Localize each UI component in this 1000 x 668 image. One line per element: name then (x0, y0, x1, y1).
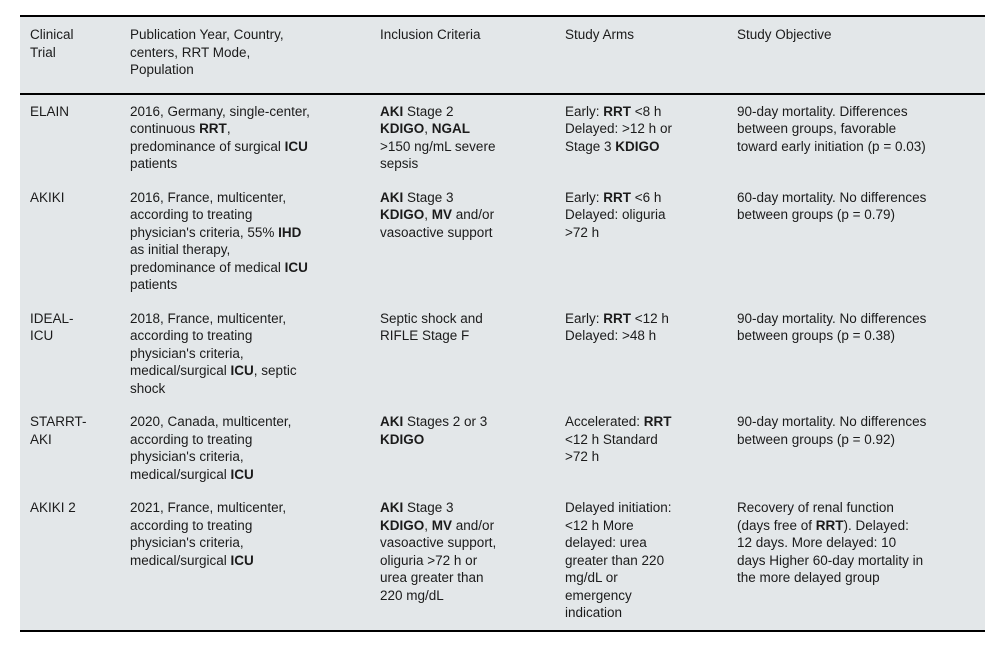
table-row: AKIKI 2016, France, multicenter, accordin… (20, 181, 985, 302)
cell-arms: Early: RRT <8 h Delayed: >12 h or Stage … (555, 94, 727, 181)
cell-arms: Delayed initiation: <12 h More delayed: … (555, 491, 727, 631)
cell-inclusion: AKI Stages 2 or 3 KDIGO (370, 405, 555, 491)
cell-trial: IDEAL-ICU (20, 302, 120, 406)
cell-trial: STARRT-AKI (20, 405, 120, 491)
cell-objective: 90-day mortality. No differences between… (727, 405, 985, 491)
cell-text: 60-day mortality. No differences between… (737, 189, 927, 223)
cell-inclusion: AKI Stage 2 KDIGO, NGAL >150 ng/mL sever… (370, 94, 555, 181)
cell-text: Septic shock and RIFLE Stage F (380, 310, 483, 344)
cell-text: 90-day mortality. Differences between gr… (737, 103, 926, 154)
cell-text: STARRT-AKI (30, 414, 87, 447)
clinical-trials-table: Clinical Trial Publication Year, Country… (20, 15, 985, 632)
cell-text: Early: RRT <6 h Delayed: oliguria >72 h (565, 189, 666, 240)
cell-objective: Recovery of renal function (days free of… (727, 491, 985, 631)
column-header-label: Study Objective (737, 27, 832, 42)
cell-text: 2016, Germany, single-center, continuous… (130, 103, 310, 172)
cell-publication: 2021, France, multicenter, according to … (120, 491, 370, 631)
table-row: AKIKI 2 2021, France, multicenter, accord… (20, 491, 985, 631)
column-header-study-objective: Study Objective (727, 16, 985, 95)
cell-arms: Early: RRT <12 h Delayed: >48 h (555, 302, 727, 406)
table-body: ELAIN 2016, Germany, single-center, conti… (20, 94, 985, 631)
cell-text: 2016, France, multicenter, according to … (130, 189, 308, 293)
cell-text: 90-day mortality. No differences between… (737, 414, 927, 447)
cell-inclusion: AKI Stage 3 KDIGO, MV and/or vasoactive … (370, 181, 555, 302)
cell-text: 2020, Canada, multicenter, according to … (130, 414, 292, 482)
cell-text: Recovery of renal function (days free of… (737, 500, 924, 585)
table-row: IDEAL-ICU 2018, France, multicenter, acco… (20, 302, 985, 406)
cell-text: 90-day mortality. No differences between… (737, 310, 927, 344)
cell-trial: ELAIN (20, 94, 120, 181)
cell-text: Accelerated: RRT <12 h Standard >72 h (565, 414, 672, 464)
column-header-clinical-trial: Clinical Trial (20, 16, 120, 95)
cell-text: AKIKI (30, 189, 65, 205)
cell-trial: AKIKI (20, 181, 120, 302)
cell-inclusion: AKI Stage 3 KDIGO, MV and/or vasoactive … (370, 491, 555, 631)
cell-text: ELAIN (30, 103, 70, 119)
cell-trial: AKIKI 2 (20, 491, 120, 631)
column-header-label: Clinical Trial (30, 27, 74, 60)
column-header-label: Inclusion Criteria (380, 27, 481, 42)
cell-publication: 2018, France, multicenter, according to … (120, 302, 370, 406)
table-row: STARRT-AKI 2020, Canada, multicenter, acc… (20, 405, 985, 491)
column-header-study-arms: Study Arms (555, 16, 727, 95)
cell-objective: 90-day mortality. Differences between gr… (727, 94, 985, 181)
column-header-inclusion-criteria: Inclusion Criteria (370, 16, 555, 95)
cell-text: Early: RRT <12 h Delayed: >48 h (565, 310, 669, 344)
cell-publication: 2016, Germany, single-center, continuous… (120, 94, 370, 181)
header-row: Clinical Trial Publication Year, Country… (20, 16, 985, 95)
cell-text: 2018, France, multicenter, according to … (130, 310, 297, 396)
cell-objective: 60-day mortality. No differences between… (727, 181, 985, 302)
cell-text: AKI Stages 2 or 3 KDIGO (380, 414, 488, 447)
table-row: ELAIN 2016, Germany, single-center, conti… (20, 94, 985, 181)
cell-text: AKI Stage 2 KDIGO, NGAL >150 ng/mL sever… (380, 103, 496, 172)
cell-text: AKI Stage 3 KDIGO, MV and/or vasoactive … (380, 500, 497, 603)
cell-objective: 90-day mortality. No differences between… (727, 302, 985, 406)
cell-arms: Early: RRT <6 h Delayed: oliguria >72 h (555, 181, 727, 302)
cell-text: AKI Stage 3 KDIGO, MV and/or vasoactive … (380, 189, 495, 240)
cell-text: IDEAL-ICU (30, 310, 74, 344)
cell-inclusion: Septic shock and RIFLE Stage F (370, 302, 555, 406)
column-header-label: Study Arms (565, 27, 635, 42)
cell-publication: 2020, Canada, multicenter, according to … (120, 405, 370, 491)
cell-text: Early: RRT <8 h Delayed: >12 h or Stage … (565, 103, 672, 154)
cell-text: 2021, France, multicenter, according to … (130, 500, 287, 568)
cell-text: Delayed initiation: <12 h More delayed: … (565, 500, 672, 620)
column-header-label: Publication Year, Country, centers, RRT … (130, 27, 284, 77)
cell-publication: 2016, France, multicenter, according to … (120, 181, 370, 302)
cell-arms: Accelerated: RRT <12 h Standard >72 h (555, 405, 727, 491)
cell-text: AKIKI 2 (30, 500, 76, 515)
column-header-publication: Publication Year, Country, centers, RRT … (120, 16, 370, 95)
